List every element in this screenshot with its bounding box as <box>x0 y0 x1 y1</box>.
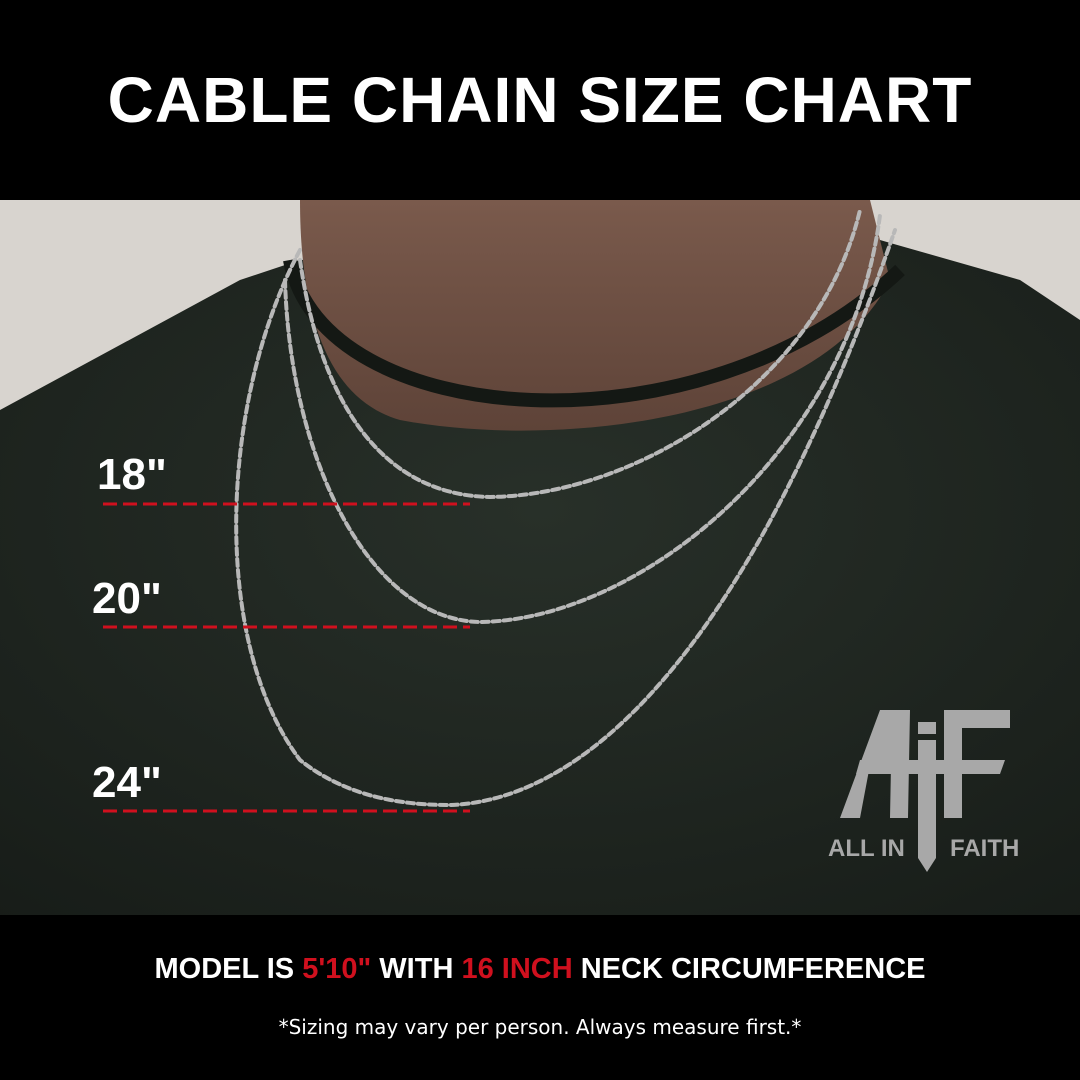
model-height: 5'10" <box>302 953 372 985</box>
footer: MODEL IS 5'10" WITH 16 INCH NECK CIRCUMF… <box>0 915 1080 1080</box>
shirt-collar <box>283 258 905 408</box>
chain-20-inch <box>283 213 882 625</box>
size-label-20: 20" <box>92 574 162 623</box>
chain-24-inch <box>234 228 897 808</box>
photo-illustration <box>0 200 1080 915</box>
size-label-24: 24" <box>92 758 162 807</box>
model-info: MODEL IS 5'10" WITH 16 INCH NECK CIRCUMF… <box>40 953 1040 986</box>
sizing-note: *Sizing may vary per person. Always meas… <box>278 1015 802 1039</box>
model-suffix: NECK CIRCUMFERENCE <box>572 953 926 985</box>
model-photo: 18" 20" 24" ALL IN FAITH <box>0 200 1080 915</box>
chain-18-inch <box>298 208 862 500</box>
logo-text-right: FAITH <box>950 835 1019 862</box>
aif-logo-mark: ALL IN FAITH <box>828 710 1019 872</box>
header: CABLE CHAIN SIZE CHART <box>0 0 1080 200</box>
brand-logo: ALL IN FAITH <box>820 700 1040 880</box>
page-title: CABLE CHAIN SIZE CHART <box>107 64 973 136</box>
model-mid: WITH <box>371 953 462 985</box>
logo-text-left: ALL IN <box>828 835 905 862</box>
model-prefix: MODEL IS <box>154 953 303 985</box>
size-label-18: 18" <box>97 450 167 499</box>
neck-size: 16 INCH <box>461 953 573 985</box>
